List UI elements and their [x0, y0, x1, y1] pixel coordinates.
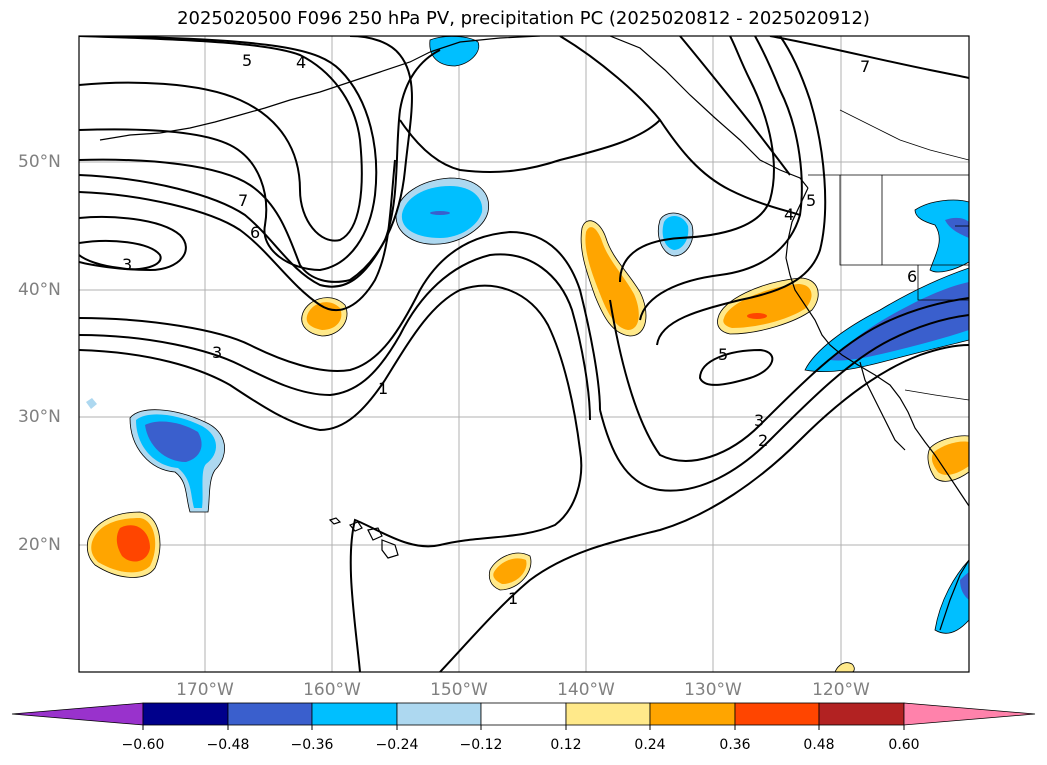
contour-label: 2 [758, 431, 768, 450]
colorbar-segment [649, 702, 736, 726]
colorbar-segment [396, 702, 482, 726]
colorbar-tick-label: 0.36 [719, 737, 751, 753]
map-frame [78, 35, 970, 673]
colorbar-tick-label: −0.60 [121, 737, 165, 753]
colorbar-segment [818, 702, 905, 726]
contour-label: 5 [718, 345, 728, 364]
lon-label: 170°W [176, 680, 234, 700]
colorbar-segment [142, 702, 229, 726]
contour-label: 1 [378, 379, 388, 398]
lon-label: 150°W [430, 680, 488, 700]
contour-label: 4 [784, 205, 794, 224]
contour-label: 6 [907, 267, 917, 286]
political-borders [808, 109, 969, 401]
contour-label: 3 [754, 411, 764, 430]
colorbar-segment [227, 702, 313, 726]
colorbar-segment [565, 702, 651, 726]
contour-label: 5 [806, 191, 816, 210]
colorbar-tick-label: −0.12 [459, 737, 503, 753]
colorbar-segment [480, 702, 567, 726]
contour-label: 3 [212, 343, 222, 362]
contour-labels: 5 4 7 6 3 3 1 1 4 5 6 5 3 2 7 [122, 51, 917, 608]
colorbar-segment [311, 702, 398, 726]
colorbar-tick-label: −0.48 [206, 737, 250, 753]
contour-label: 3 [122, 255, 132, 274]
colorbar-tick-label: −0.24 [375, 737, 419, 753]
precip-neg-mexico-coast [934, 559, 969, 634]
lon-label: 140°W [557, 680, 615, 700]
lon-label: 160°W [303, 680, 361, 700]
contour-label: 7 [238, 191, 248, 210]
contour-label: 6 [250, 223, 260, 242]
colorbar-tick-label: 0.48 [803, 737, 835, 753]
contour-label: 4 [296, 53, 306, 72]
colorbar-tick-label: −0.36 [290, 737, 334, 753]
map-title: 2025020500 F096 250 hPa PV, precipitatio… [177, 8, 870, 29]
lon-label: 120°W [812, 680, 870, 700]
colorbar-extend-high [903, 702, 1036, 726]
colorbar-tick-label: 0.24 [634, 737, 666, 753]
colorbar-extend-low [11, 702, 144, 726]
contour-label: 1 [508, 589, 518, 608]
lat-label: 20°N [18, 535, 61, 555]
colorbar [11, 702, 1036, 730]
colorbar-segment [734, 702, 820, 726]
lat-label: 30°N [18, 407, 61, 427]
lat-label: 40°N [18, 280, 61, 300]
coastlines [99, 36, 969, 631]
colorbar-tick-label: 0.60 [888, 737, 920, 753]
contour-label: 5 [242, 51, 252, 70]
contour-label: 7 [860, 57, 870, 76]
lat-label: 50°N [18, 152, 61, 172]
colorbar-tick-label: 0.12 [550, 737, 582, 753]
lon-label: 130°W [684, 680, 742, 700]
pv-contours [79, 36, 969, 672]
